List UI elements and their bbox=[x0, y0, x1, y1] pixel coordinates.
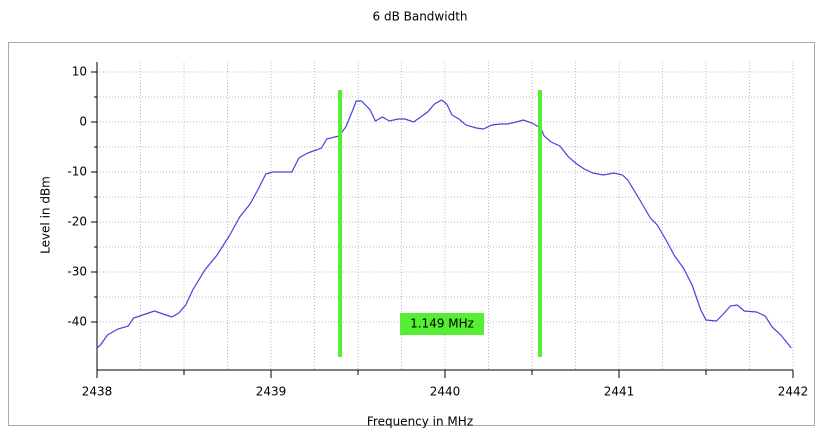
y-axis-label: Level in dBm bbox=[39, 176, 53, 254]
x-axis-label: Frequency in MHz bbox=[367, 415, 473, 429]
y-tick-label: 10 bbox=[72, 65, 87, 79]
x-tick-label: 2441 bbox=[604, 385, 635, 399]
y-tick-label: -30 bbox=[67, 265, 87, 279]
y-tick-label: -10 bbox=[67, 165, 87, 179]
x-tick-label: 2439 bbox=[256, 385, 287, 399]
chart-frame bbox=[8, 42, 815, 426]
x-tick-label: 2438 bbox=[82, 385, 113, 399]
annotation-box bbox=[400, 313, 485, 335]
x-tick-label: 2440 bbox=[430, 385, 461, 399]
chart-title: 6 dB Bandwidth bbox=[373, 10, 468, 24]
y-tick-label: -40 bbox=[67, 315, 87, 329]
x-tick-label: 2442 bbox=[778, 385, 809, 399]
annotation: 1.149 MHz bbox=[410, 317, 474, 331]
data-line bbox=[96, 99, 792, 349]
y-tick-label: -20 bbox=[67, 215, 87, 229]
y-tick-label: 0 bbox=[79, 115, 87, 129]
